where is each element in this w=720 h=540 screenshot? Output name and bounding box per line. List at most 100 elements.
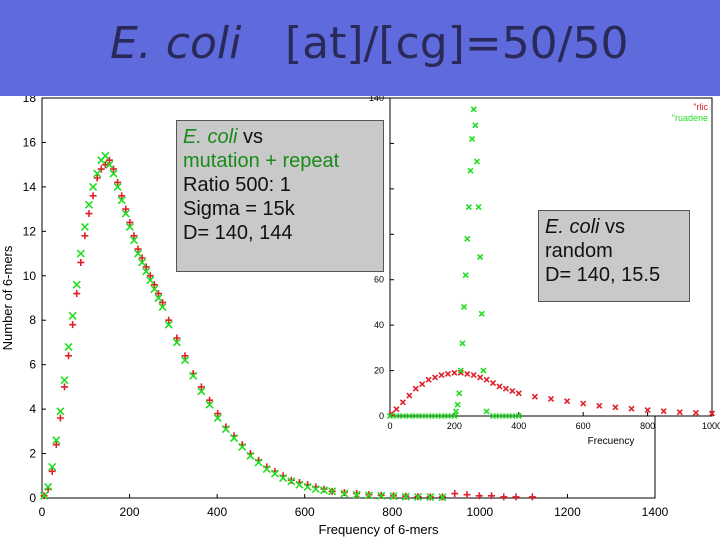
y-tick-label: 8 [29, 313, 36, 327]
data-point-s1 [113, 182, 122, 191]
data-point-s1 [80, 222, 89, 231]
y-tick-label: 0 [379, 411, 384, 421]
data-point-s0 [85, 210, 93, 218]
data-point-s1 [295, 480, 304, 489]
x-tick-label: 800 [382, 505, 402, 519]
data-point-s1 [386, 412, 394, 420]
data-point-s1 [158, 302, 167, 311]
annotation-right-line3: D= 140, 15.5 [545, 264, 661, 286]
x-tick-label: 600 [576, 421, 591, 431]
data-point-s0 [425, 376, 432, 383]
annotation-right-organism: E. coli [545, 216, 600, 238]
data-point-s1 [105, 160, 114, 169]
data-point-s0 [444, 370, 452, 378]
data-point-s1 [180, 356, 190, 365]
data-point-s0 [110, 165, 118, 173]
data-point-s1 [364, 491, 373, 500]
annotation-right-vs: vs [599, 216, 626, 238]
y-tick-label: 12 [23, 224, 37, 238]
data-point-s0 [65, 352, 73, 360]
data-point-s1 [483, 408, 490, 415]
data-point-s0 [612, 404, 619, 411]
data-point-s1 [470, 106, 477, 113]
data-point-s1 [189, 371, 198, 380]
data-point-s1 [150, 285, 159, 294]
data-point-s0 [463, 491, 471, 499]
x-tick-label: 200 [447, 421, 462, 431]
data-point-s0 [126, 218, 134, 226]
data-point-s1 [432, 412, 439, 420]
data-point-s1 [238, 442, 247, 451]
annotation-right-line2: random [545, 240, 613, 262]
data-point-s0 [93, 174, 101, 182]
data-point-s0 [512, 493, 520, 501]
data-point-s1 [425, 412, 432, 420]
data-point-s1 [489, 412, 497, 420]
x-tick-label: 400 [207, 505, 227, 519]
x-axis-label: Frecuency [588, 436, 635, 447]
data-point-s1 [142, 267, 151, 276]
x-tick-label: 400 [511, 421, 526, 431]
data-point-s1 [60, 376, 69, 385]
data-point-s1 [475, 203, 482, 211]
data-point-s1 [465, 203, 472, 211]
data-point-s1 [496, 412, 503, 420]
data-point-s0 [146, 272, 154, 280]
data-point-s0 [77, 258, 85, 266]
data-point-s0 [580, 400, 587, 407]
data-point-s1 [401, 492, 410, 501]
data-point-s0 [69, 321, 77, 329]
legend-entry: "rlic [693, 102, 708, 112]
data-point-s1 [389, 492, 398, 501]
y-tick-label: 14 [23, 180, 37, 194]
data-point-s0 [154, 290, 162, 298]
data-point-s1 [412, 412, 419, 420]
data-point-s1 [197, 387, 206, 396]
annotation-box-left: E. coli vs mutation + repeat Ratio 500: … [176, 120, 384, 272]
data-point-s1 [48, 462, 57, 471]
x-tick-label: 1000 [467, 505, 494, 519]
data-point-s0 [692, 409, 699, 416]
data-point-s1 [154, 293, 163, 303]
data-point-s0 [502, 385, 509, 392]
data-point-s1 [393, 412, 400, 420]
data-point-s0 [399, 399, 406, 406]
data-point-s0 [122, 205, 130, 213]
data-point-s0 [660, 408, 667, 415]
data-point-s1 [101, 151, 110, 160]
annotation-left-line5: D= 140, 144 [183, 222, 293, 244]
data-point-s1 [399, 412, 406, 420]
data-point-s0 [214, 410, 222, 418]
y-tick-label: 0 [29, 491, 36, 505]
data-point-s0 [60, 383, 68, 391]
data-point-s0 [628, 405, 635, 412]
data-point-s0 [101, 161, 109, 169]
data-point-s1 [462, 272, 469, 279]
x-tick-label: 600 [295, 505, 315, 519]
data-point-s1 [303, 482, 312, 491]
y-tick-label: 16 [23, 135, 37, 149]
x-tick-label: 0 [387, 421, 392, 431]
data-point-s0 [138, 254, 146, 262]
data-point-s0 [509, 387, 516, 395]
data-point-s0 [159, 298, 167, 306]
data-point-s1 [52, 436, 61, 445]
data-point-s0 [52, 441, 60, 449]
data-point-s1 [72, 280, 81, 289]
data-point-s0 [564, 398, 571, 405]
data-point-s1 [452, 408, 460, 415]
data-point-s1 [44, 482, 53, 491]
data-point-s0 [515, 390, 522, 397]
data-point-s1 [406, 412, 413, 420]
data-point-s0 [89, 192, 97, 200]
data-point-s1 [93, 169, 102, 178]
data-point-s0 [464, 370, 471, 378]
data-point-s0 [419, 381, 426, 388]
data-point-s1 [125, 222, 134, 231]
data-point-s1 [477, 253, 484, 261]
data-point-s1 [413, 492, 423, 501]
data-point-s1 [221, 425, 230, 434]
data-point-s0 [97, 165, 105, 173]
data-point-s1 [133, 249, 143, 258]
legend-entry: "ruadene [672, 113, 708, 123]
